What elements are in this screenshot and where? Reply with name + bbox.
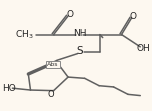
- Text: NH: NH: [73, 29, 86, 38]
- Text: O: O: [130, 12, 137, 21]
- Text: S: S: [76, 46, 83, 56]
- Text: HO: HO: [2, 84, 16, 93]
- Text: OH: OH: [136, 44, 150, 53]
- Text: O: O: [67, 10, 74, 19]
- Text: CH$_3$: CH$_3$: [15, 28, 33, 41]
- Text: O: O: [47, 90, 54, 99]
- Text: Abs: Abs: [47, 62, 59, 67]
